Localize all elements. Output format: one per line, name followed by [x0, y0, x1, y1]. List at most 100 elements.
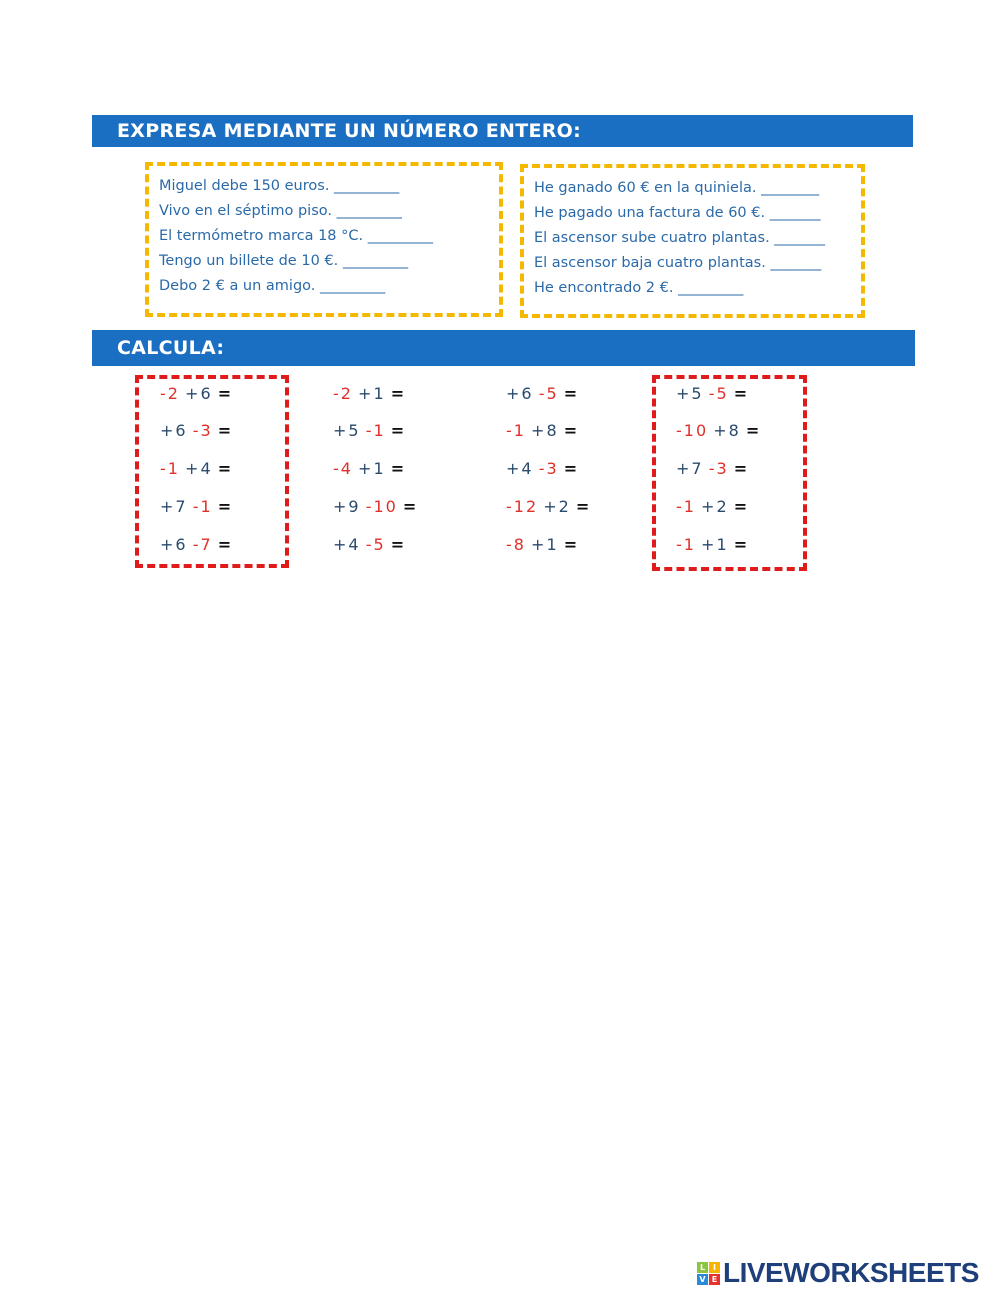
term: -5	[365, 535, 386, 554]
calculation-expression: -10 +8 =	[676, 421, 759, 440]
calculation-expression: -4 +1 =	[333, 459, 404, 478]
equals-sign: =	[217, 459, 232, 478]
calculation-expression: +6 -3 =	[160, 421, 231, 440]
term: -7	[192, 535, 213, 554]
cube-letter: L	[697, 1261, 708, 1273]
logo-text: LIVEWORKSHEETS	[723, 1257, 979, 1288]
term: -3	[192, 421, 213, 440]
cube-letter: I	[709, 1261, 720, 1273]
live-cube-icon: L I V E	[697, 1261, 720, 1285]
term: +8	[531, 421, 559, 440]
term: +1	[358, 459, 386, 478]
statements-box-left: Miguel debe 150 euros. _________ Vivo en…	[145, 162, 503, 317]
equals-sign: =	[217, 384, 232, 403]
term: -3	[708, 459, 729, 478]
equals-sign: =	[390, 384, 405, 403]
equals-sign: =	[563, 459, 578, 478]
term: +4	[333, 535, 361, 554]
calculation-expression: -12 +2 =	[506, 497, 589, 516]
term: +6	[160, 421, 188, 440]
statement: Vivo en el séptimo piso. _________	[159, 203, 402, 219]
statement: He encontrado 2 €. _________	[534, 280, 744, 296]
equals-sign: =	[563, 384, 578, 403]
equals-sign: =	[733, 497, 748, 516]
term: +6	[185, 384, 213, 403]
cube-letter: E	[709, 1273, 720, 1285]
calculation-expression: -1 +2 =	[676, 497, 747, 516]
equals-sign: =	[390, 459, 405, 478]
calculation-expression: +7 -3 =	[676, 459, 747, 478]
term: -2	[160, 384, 180, 403]
term: -1	[160, 459, 180, 478]
term: +7	[676, 459, 704, 478]
calculation-expression: +4 -5 =	[333, 535, 404, 554]
calculation-expression: -2 +1 =	[333, 384, 404, 403]
equals-sign: =	[733, 384, 748, 403]
statement: He ganado 60 € en la quiniela. ________	[534, 180, 820, 196]
term: +5	[676, 384, 704, 403]
highlight-box-col1	[135, 375, 289, 568]
term: -1	[676, 497, 696, 516]
statements-box-right: He ganado 60 € en la quiniela. ________ …	[520, 164, 865, 318]
equals-sign: =	[745, 421, 760, 440]
term: +8	[713, 421, 741, 440]
equals-sign: =	[390, 421, 405, 440]
term: +6	[160, 535, 188, 554]
calculation-expression: +6 -5 =	[506, 384, 577, 403]
term: -12	[506, 497, 539, 516]
term: +2	[701, 497, 729, 516]
equals-sign: =	[217, 421, 232, 440]
calculation-expression: -1 +1 =	[676, 535, 747, 554]
statement: He pagado una factura de 60 €. _______	[534, 205, 821, 221]
term: +5	[333, 421, 361, 440]
statement: Debo 2 € a un amigo. _________	[159, 278, 386, 294]
term: -8	[506, 535, 526, 554]
term: -4	[333, 459, 353, 478]
liveworksheets-logo: L I V E LIVEWORKSHEETS	[697, 1257, 979, 1289]
term: -1	[365, 421, 386, 440]
equals-sign: =	[217, 497, 232, 516]
term: -5	[538, 384, 559, 403]
statement: Tengo un billete de 10 €. _________	[159, 253, 409, 269]
term: -1	[192, 497, 213, 516]
term: -1	[506, 421, 526, 440]
term: -10	[365, 497, 398, 516]
statement: El ascensor baja cuatro plantas. _______	[534, 255, 822, 271]
equals-sign: =	[217, 535, 232, 554]
calculation-expression: +4 -3 =	[506, 459, 577, 478]
term: +7	[160, 497, 188, 516]
term: -5	[708, 384, 729, 403]
equals-sign: =	[390, 535, 405, 554]
calculation-expression: -1 +4 =	[160, 459, 231, 478]
equals-sign: =	[733, 535, 748, 554]
calculation-expression: +6 -7 =	[160, 535, 231, 554]
term: -2	[333, 384, 353, 403]
calculation-expression: -1 +8 =	[506, 421, 577, 440]
section-header-expresa: EXPRESA MEDIANTE UN NÚMERO ENTERO:	[92, 115, 913, 147]
term: -3	[538, 459, 559, 478]
calculation-expression: +5 -5 =	[676, 384, 747, 403]
calculation-expression: -8 +1 =	[506, 535, 577, 554]
calculation-expression: +7 -1 =	[160, 497, 231, 516]
equals-sign: =	[563, 535, 578, 554]
calculation-expression: +5 -1 =	[333, 421, 404, 440]
term: +9	[333, 497, 361, 516]
term: +1	[701, 535, 729, 554]
statement: Miguel debe 150 euros. _________	[159, 178, 400, 194]
equals-sign: =	[575, 497, 590, 516]
term: -1	[676, 535, 696, 554]
calculation-expression: +9 -10 =	[333, 497, 416, 516]
calculation-expression: -2 +6 =	[160, 384, 231, 403]
term: -10	[676, 421, 709, 440]
statement: El ascensor sube cuatro plantas. _______	[534, 230, 826, 246]
term: +1	[531, 535, 559, 554]
term: +6	[506, 384, 534, 403]
equals-sign: =	[402, 497, 417, 516]
term: +4	[185, 459, 213, 478]
highlight-box-col4	[652, 375, 807, 571]
term: +4	[506, 459, 534, 478]
cube-letter: V	[697, 1273, 708, 1285]
section-header-calcula: CALCULA:	[92, 330, 915, 366]
term: +2	[543, 497, 571, 516]
